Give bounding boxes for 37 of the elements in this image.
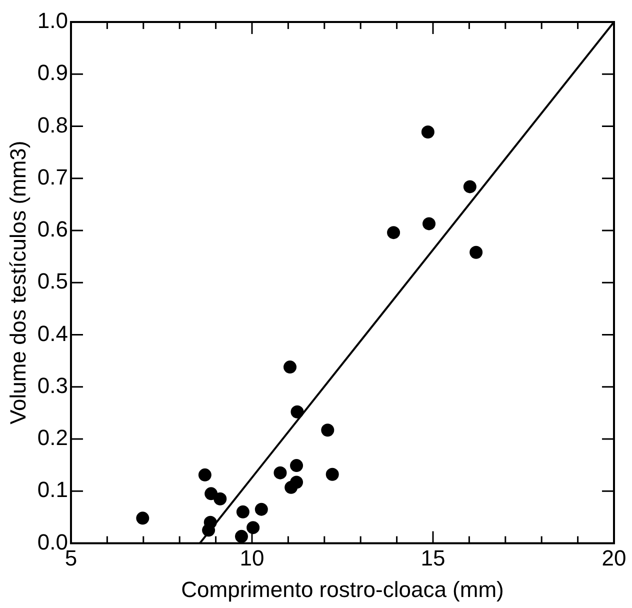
point: [463, 180, 476, 194]
point: [387, 226, 400, 240]
y-tick-label: 1.0: [37, 8, 68, 34]
y-tick-label: 0.0: [37, 529, 68, 554]
point: [274, 466, 287, 480]
point: [204, 487, 218, 500]
y-tick-label: 0.1: [37, 477, 68, 502]
point: [234, 530, 248, 543]
point: [198, 468, 212, 482]
y-tick-label: 0.2: [37, 425, 68, 450]
x-tick-label: 15: [420, 545, 446, 570]
y-tick-label: 0.4: [37, 320, 68, 346]
y-tick-label: 0.8: [37, 112, 68, 138]
y-tick-label: 0.9: [37, 60, 68, 86]
y-tick-label: 0.6: [37, 216, 68, 242]
point: [290, 476, 304, 489]
point: [326, 468, 339, 481]
x-tick-label: 20: [602, 545, 626, 570]
x-axis-title: Comprimento rostro-cloaca (mm): [181, 576, 504, 602]
point: [290, 459, 304, 472]
point: [421, 125, 434, 138]
point: [254, 502, 268, 516]
point: [290, 405, 304, 418]
y-tick-label: 0.7: [37, 164, 68, 190]
point: [236, 505, 250, 518]
y-tick-label: 0.5: [37, 268, 68, 294]
point: [202, 524, 216, 537]
point: [214, 492, 227, 506]
y-axis-title: Volume dos testículos (mm3): [5, 140, 30, 424]
point: [284, 360, 296, 374]
point: [321, 424, 334, 437]
x-tick-label: 10: [240, 545, 264, 570]
point: [422, 217, 436, 230]
point: [136, 512, 150, 525]
y-tick-label: 0.3: [37, 372, 68, 398]
point: [470, 246, 483, 259]
point: [246, 521, 260, 534]
